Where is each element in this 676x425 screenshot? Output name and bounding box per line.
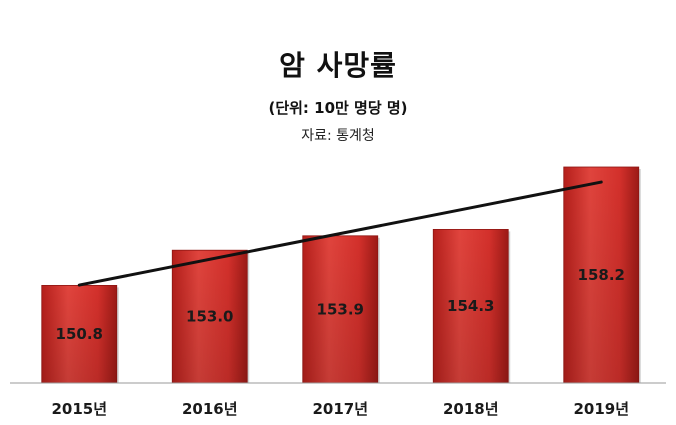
unit-label: (단위: 10만 명당 명) <box>268 99 408 117</box>
data-label: 154.3 <box>447 297 494 315</box>
bar <box>563 166 641 384</box>
bar <box>171 249 250 384</box>
x-tick-label: 2018년 <box>443 400 499 418</box>
source-label: 자료: 통계청 <box>301 128 375 144</box>
bar <box>302 235 380 384</box>
x-tick-label: 2016년 <box>182 400 238 418</box>
data-label: 150.8 <box>56 325 103 343</box>
x-tick-label: 2019년 <box>573 400 629 418</box>
bar <box>432 228 511 384</box>
data-label: 158.2 <box>578 266 625 284</box>
x-tick-label: 2015년 <box>51 400 107 418</box>
chart-title: 암 사망률 <box>279 49 397 82</box>
data-label: 153.9 <box>317 300 364 318</box>
data-label: 153.0 <box>186 308 233 326</box>
bar <box>41 284 119 384</box>
x-tick-label: 2017년 <box>312 400 368 418</box>
trendline <box>77 180 603 287</box>
